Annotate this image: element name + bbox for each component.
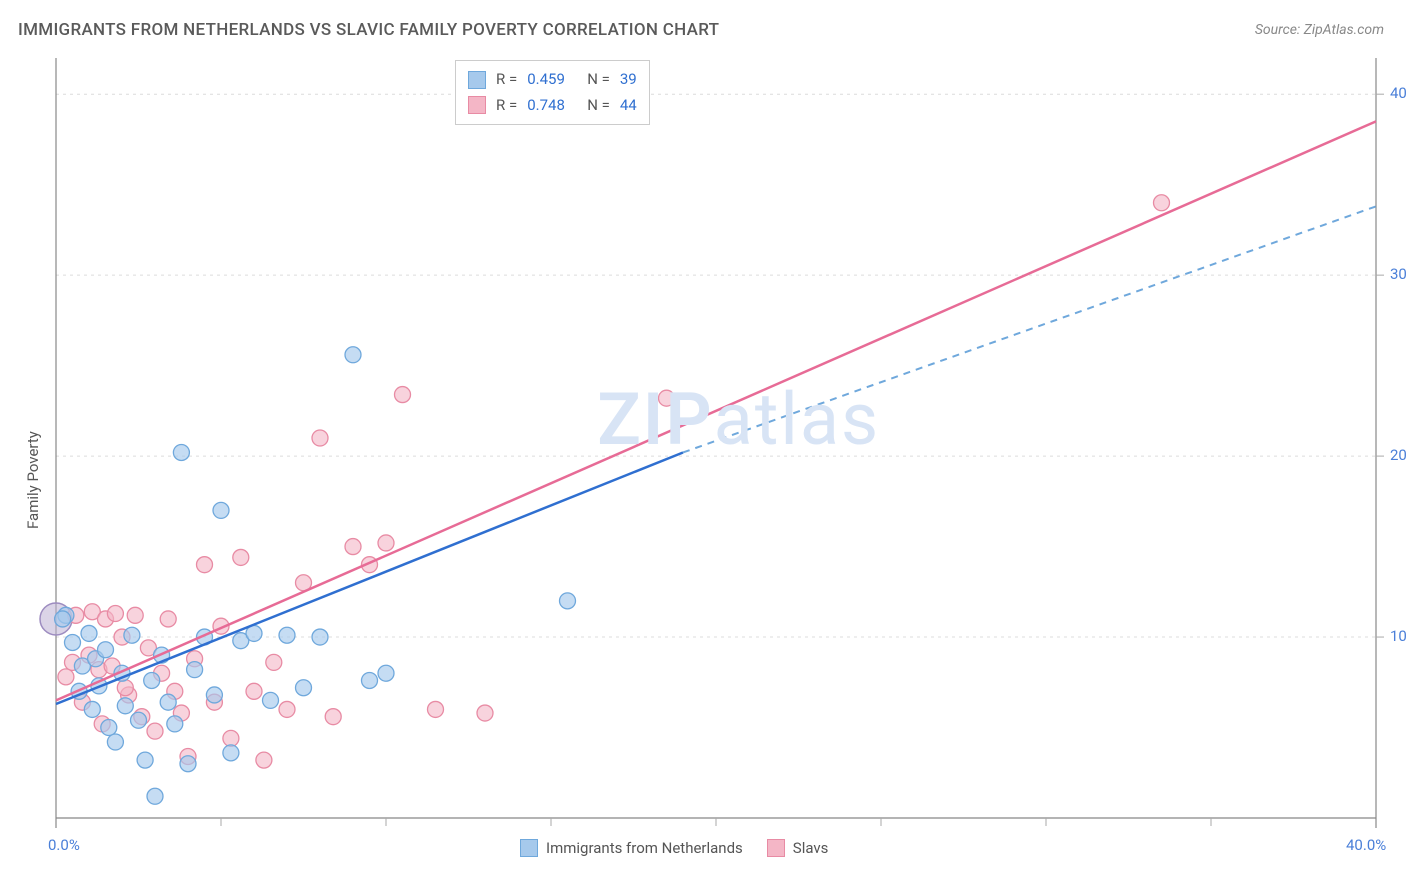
legend-swatch: [520, 839, 538, 857]
y-tick-label: 40.0%: [1390, 84, 1406, 102]
legend-swatch: [767, 839, 785, 857]
x-tick-label: 40.0%: [1346, 836, 1386, 854]
x-tick-label: 0.0%: [48, 836, 80, 854]
r-label: R =: [496, 67, 517, 93]
legend-series-label: Immigrants from Netherlands: [546, 839, 743, 857]
r-value: 0.748: [527, 93, 577, 119]
legend-series-item: Immigrants from Netherlands: [520, 839, 743, 857]
n-label: N =: [587, 67, 610, 93]
n-label: N =: [587, 93, 610, 119]
scatter-plot: [0, 0, 1406, 892]
legend-stat-row: R = 0.748 N = 44: [468, 93, 637, 119]
n-value: 44: [620, 93, 637, 119]
legend-stat-row: R = 0.459 N = 39: [468, 67, 637, 93]
legend-series-item: Slavs: [767, 839, 829, 857]
legend-swatch: [468, 96, 486, 114]
correlation-legend: R = 0.459 N = 39 R = 0.748 N = 44: [455, 60, 650, 125]
y-tick-label: 10.0%: [1390, 627, 1406, 645]
chart-container: IMMIGRANTS FROM NETHERLANDS VS SLAVIC FA…: [0, 0, 1406, 892]
legend-swatch: [468, 71, 486, 89]
series-legend: Immigrants from Netherlands Slavs: [520, 839, 828, 857]
n-value: 39: [620, 67, 637, 93]
r-value: 0.459: [527, 67, 577, 93]
y-tick-label: 30.0%: [1390, 265, 1406, 283]
y-axis-label: Family Poverty: [24, 431, 42, 529]
legend-series-label: Slavs: [793, 839, 829, 857]
y-tick-label: 20.0%: [1390, 446, 1406, 464]
r-label: R =: [496, 93, 517, 119]
